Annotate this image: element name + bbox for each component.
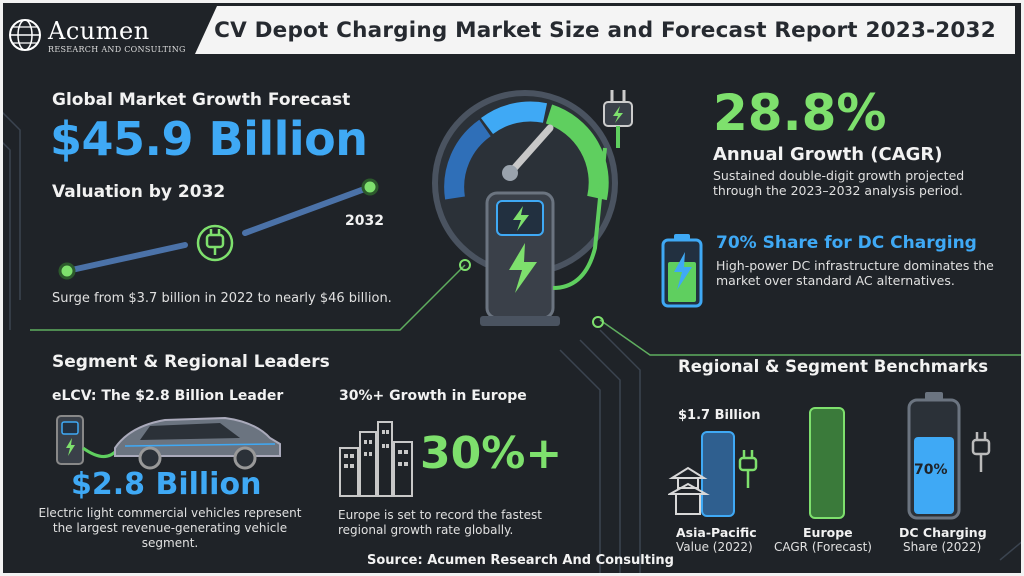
segment-heading: Segment & Regional Leaders [52, 352, 330, 372]
plug-icon [196, 224, 234, 262]
plug-small-icon [738, 450, 758, 488]
growth-sub: Valuation by 2032 [52, 182, 226, 202]
plug-small-icon [971, 432, 991, 472]
pagoda-icon [668, 466, 710, 515]
apac-label: Asia-Pacific [676, 525, 757, 540]
growth-heading: Global Market Growth Forecast [52, 90, 351, 110]
battery-icon [661, 234, 703, 308]
page-title: CV Depot Charging Market Size and Foreca… [214, 17, 996, 43]
apac-bar-with-pagoda [668, 431, 758, 517]
dc-bench-sub: Share (2022) [903, 540, 982, 554]
globe-logo-icon [9, 19, 41, 51]
europe-description: Europe is set to record the fastest regi… [338, 508, 542, 537]
logo-name: Acumen [48, 16, 150, 45]
acumen-logo: Acumen RESEARCH AND CONSULTING [8, 6, 193, 64]
cagr-description: Sustained double-digit growth projected … [713, 168, 965, 198]
growth-line-graphic [58, 178, 379, 280]
europe-title: 30%+ Growth in Europe [339, 388, 527, 404]
van-charging-icon [56, 415, 281, 470]
city-skyline-icon [339, 421, 413, 497]
apac-value: $1.7 Billion [678, 408, 761, 423]
growth-year-label: 2032 [345, 213, 384, 229]
title-bar: CV Depot Charging Market Size and Foreca… [195, 6, 1015, 54]
cagr-value: 28.8% [713, 84, 887, 142]
europe-bar [809, 407, 845, 519]
plug-cable-icon [603, 90, 633, 148]
cagr-label: Annual Growth (CAGR) [713, 144, 943, 165]
europe-value: 30%+ [420, 428, 563, 479]
charger-gauge-illustration [432, 90, 618, 326]
dc-share-title: 70% Share for DC Charging [716, 233, 977, 253]
dc-share-value: 70% [914, 462, 948, 478]
europe-bench-sub: CAGR (Forecast) [774, 540, 872, 554]
elcv-value: $2.8 Billion [71, 467, 262, 502]
dc-bench-label: DC Charging [899, 525, 987, 540]
logo-subtitle: RESEARCH AND CONSULTING [48, 44, 186, 54]
source-credit: Source: Acumen Research And Consulting [367, 553, 674, 568]
benchmarks-heading: Regional & Segment Benchmarks [678, 357, 989, 376]
growth-note: Surge from $3.7 billion in 2022 to nearl… [52, 291, 392, 306]
dc-share-description: High-power DC infrastructure dominates t… [716, 258, 994, 288]
growth-value: $45.9 Billion [50, 112, 368, 166]
europe-bench-label: Europe [803, 525, 853, 540]
dc-share-battery [907, 392, 991, 520]
elcv-description: Electric light commercial vehicles repre… [38, 506, 302, 550]
apac-sub: Value (2022) [676, 540, 753, 554]
elcv-title: eLCV: The $2.8 Billion Leader [52, 388, 284, 404]
